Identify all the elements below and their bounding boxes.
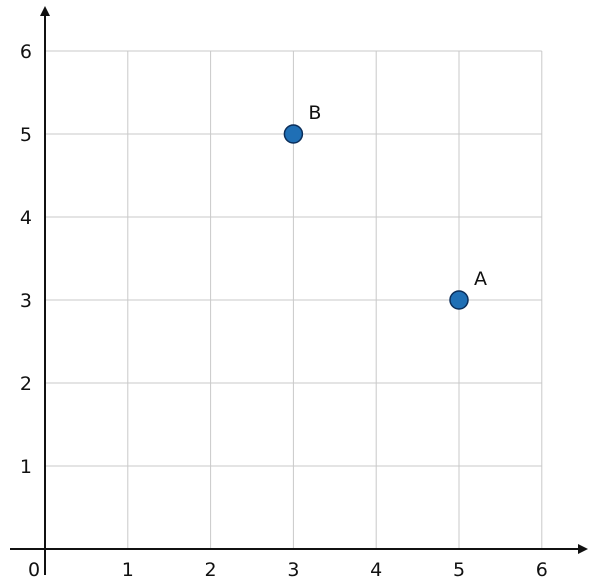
y-tick-label-3: 3 — [20, 290, 32, 312]
data-points: AB — [283, 102, 487, 310]
x-tick-label-5: 5 — [453, 559, 465, 580]
x-tick-label-4: 4 — [370, 559, 382, 580]
point-label-b: B — [308, 102, 321, 124]
origin-label: 0 — [28, 559, 40, 580]
x-tick-label-1: 1 — [122, 559, 134, 580]
x-tick-label-3: 3 — [287, 559, 299, 580]
tick-labels: 1 2 3 4 5 6 1 2 3 4 5 6 0 — [20, 41, 548, 580]
y-tick-label-6: 6 — [20, 41, 32, 63]
axes — [10, 6, 588, 575]
y-tick-label-2: 2 — [20, 373, 32, 395]
y-tick-label-1: 1 — [20, 456, 32, 478]
x-tick-label-2: 2 — [205, 559, 217, 580]
y-tick-label-5: 5 — [20, 124, 32, 146]
point-label-a: A — [474, 268, 487, 290]
x-tick-label-6: 6 — [536, 559, 548, 580]
y-tick-label-4: 4 — [20, 207, 32, 229]
point-b — [283, 124, 304, 144]
point-a — [449, 290, 469, 310]
